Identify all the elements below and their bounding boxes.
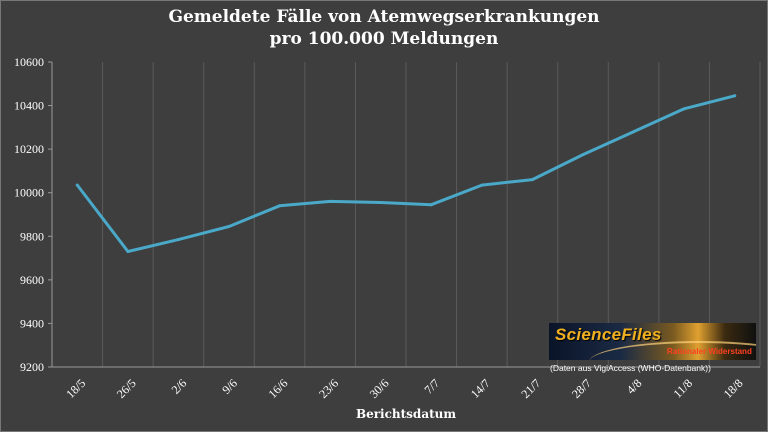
x-tick-label: 26/5 bbox=[114, 376, 139, 401]
y-tick-label: 9600 bbox=[20, 273, 44, 287]
logo-horizon-arc bbox=[589, 341, 756, 360]
x-tick-label: 18/5 bbox=[63, 376, 88, 401]
x-tick-label: 21/7 bbox=[518, 376, 543, 401]
data-point bbox=[530, 178, 534, 182]
y-tick-label: 10400 bbox=[14, 99, 44, 113]
data-point bbox=[227, 224, 231, 228]
x-tick-label: 28/7 bbox=[569, 376, 594, 401]
x-tick-label: 30/6 bbox=[367, 376, 392, 401]
x-tick-label: 18/8 bbox=[721, 376, 746, 401]
x-tick-label: 16/6 bbox=[266, 376, 291, 401]
chart-title: Gemeldete Fälle von Atemwegserkrankungen… bbox=[0, 6, 768, 50]
data-point bbox=[328, 199, 332, 203]
logo-name: ScienceFiles bbox=[555, 325, 662, 344]
source-note: (Daten aus VigiAccess (WHO-Datenbank)) bbox=[550, 363, 711, 373]
data-point bbox=[176, 238, 180, 242]
data-point bbox=[75, 183, 79, 187]
x-tick-label: 2/6 bbox=[169, 376, 190, 397]
data-point bbox=[682, 107, 686, 111]
y-tick-labels: 9200 9400 9600 9800 10000 10200 10400 10600 bbox=[14, 55, 52, 374]
axes bbox=[51, 62, 760, 368]
x-tick-label: 11/8 bbox=[670, 376, 695, 401]
y-tick-label: 9200 bbox=[20, 360, 44, 374]
grid-lines bbox=[51, 62, 761, 367]
data-point bbox=[733, 94, 737, 98]
y-tick-label: 10600 bbox=[14, 55, 44, 69]
logo-subtitle: Rationaler Widerstand bbox=[667, 347, 752, 356]
y-tick-label: 10200 bbox=[14, 142, 44, 156]
y-tick-label: 9800 bbox=[20, 229, 44, 243]
sciencefiles-logo: ScienceFiles Rationaler Widerstand bbox=[549, 323, 756, 360]
x-axis-title: Berichtsdatum bbox=[356, 407, 456, 421]
series-layer bbox=[75, 94, 737, 254]
y-tick-label: 10000 bbox=[14, 186, 44, 200]
chart-title-line-2: pro 100.000 Meldungen bbox=[269, 29, 499, 49]
y-tick-label: 9400 bbox=[20, 316, 44, 330]
data-point bbox=[126, 250, 130, 254]
data-point bbox=[278, 204, 282, 208]
data-point bbox=[379, 201, 383, 205]
x-tick-label: 23/6 bbox=[316, 376, 341, 401]
x-tick-label: 9/6 bbox=[219, 376, 240, 397]
data-point bbox=[429, 203, 433, 207]
x-tick-labels: 18/5 26/5 2/6 9/6 16/6 23/6 30/6 7/7 14/7 21/7 28/… bbox=[63, 376, 745, 401]
x-tick-label: 4/8 bbox=[624, 376, 645, 397]
data-point bbox=[480, 183, 484, 187]
data-point bbox=[632, 130, 636, 134]
series-line bbox=[75, 94, 737, 253]
chart-title-line-1: Gemeldete Fälle von Atemwegserkrankungen bbox=[168, 7, 600, 27]
x-tick-label: 7/7 bbox=[421, 376, 442, 397]
data-point bbox=[581, 153, 585, 157]
x-tick-label: 14/7 bbox=[468, 376, 493, 401]
